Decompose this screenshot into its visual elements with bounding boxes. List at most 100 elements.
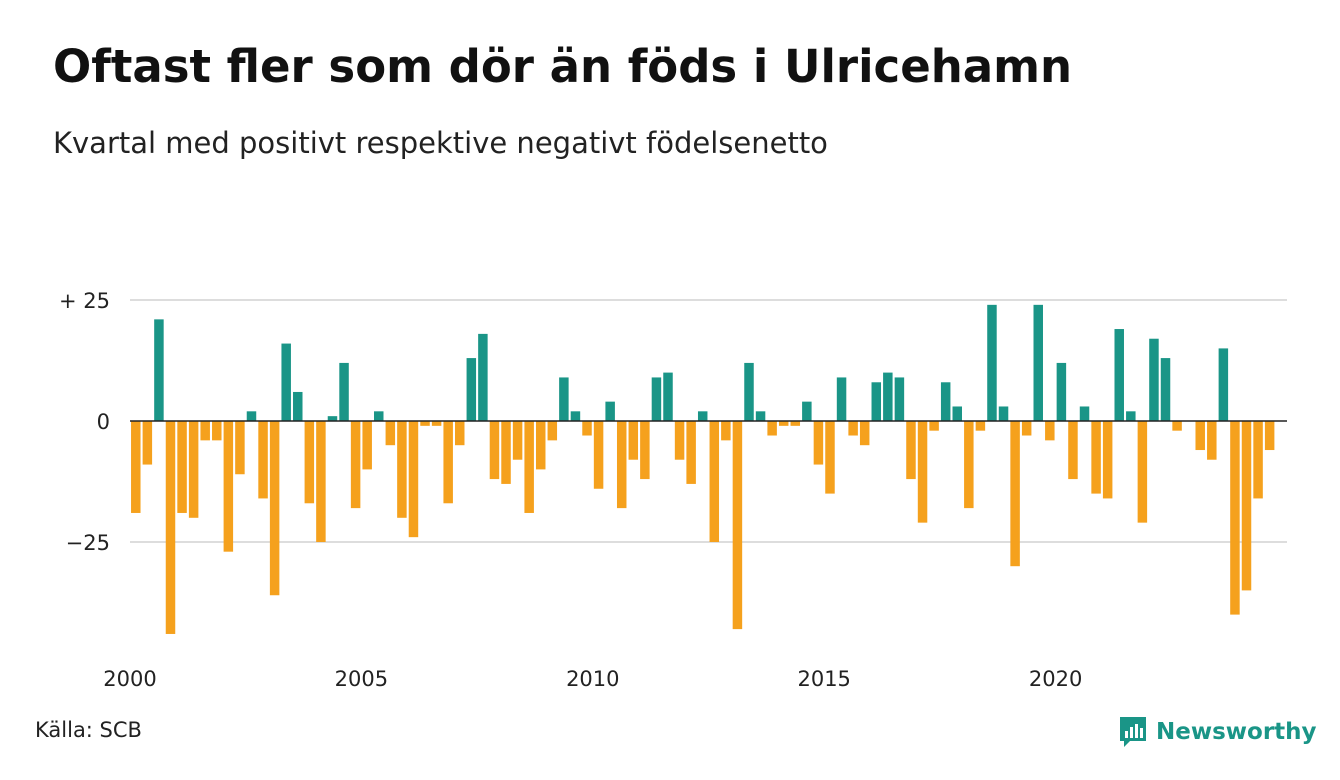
bar — [420, 421, 430, 426]
bar — [859, 421, 870, 446]
bar — [1091, 421, 1101, 494]
bar — [327, 416, 338, 421]
bar — [790, 421, 801, 426]
bar — [1230, 421, 1240, 615]
bar — [778, 421, 789, 426]
bar — [802, 401, 812, 421]
bar — [1102, 421, 1113, 499]
bar — [269, 421, 280, 596]
bar — [524, 421, 534, 513]
bar — [1218, 348, 1229, 421]
bar — [1149, 338, 1159, 421]
chart-title: Oftast fler som dör än föds i Ulricehamn — [53, 40, 1073, 93]
bar — [697, 411, 708, 421]
bar — [975, 421, 986, 431]
bar — [871, 382, 882, 421]
bar — [1160, 358, 1171, 421]
bar — [165, 421, 176, 634]
bar — [1195, 421, 1205, 451]
bar — [952, 406, 962, 421]
bar — [605, 401, 615, 421]
bar — [1207, 421, 1217, 460]
bar — [1241, 421, 1252, 591]
bar — [836, 377, 847, 421]
bar — [466, 358, 477, 421]
bar — [223, 421, 234, 552]
y-tick-label: + 25 — [59, 289, 110, 313]
bar — [767, 421, 777, 436]
bar — [281, 343, 291, 421]
bar — [663, 372, 673, 421]
bar — [929, 421, 939, 431]
bar — [316, 421, 326, 542]
bar — [293, 391, 303, 421]
bar — [998, 406, 1009, 421]
y-tick-label: −25 — [66, 531, 110, 555]
bar — [304, 421, 315, 504]
bar — [1068, 421, 1078, 480]
bar — [582, 421, 592, 436]
bar — [1045, 421, 1055, 441]
bar — [212, 421, 222, 441]
bar — [686, 421, 696, 484]
bar — [142, 421, 153, 465]
bar — [200, 421, 210, 441]
bar — [917, 421, 928, 523]
bar — [1010, 421, 1020, 567]
bar — [154, 319, 164, 421]
bar — [177, 421, 187, 513]
bar — [547, 421, 558, 441]
source-note: Källa: SCB — [35, 718, 142, 742]
bar — [1253, 421, 1263, 499]
bar — [443, 421, 453, 504]
brand-logo[interactable]: Newsworthy — [1118, 712, 1317, 752]
bar — [964, 421, 974, 509]
bar — [374, 411, 384, 421]
bar — [1079, 406, 1090, 421]
bar — [258, 421, 268, 499]
bar — [1056, 362, 1067, 421]
bar — [1126, 411, 1136, 421]
x-tick-label: 2000 — [103, 667, 156, 691]
bar — [131, 421, 141, 513]
bar — [570, 411, 581, 421]
bar — [616, 421, 627, 509]
bar — [940, 382, 951, 421]
bar — [478, 333, 488, 421]
bar — [431, 421, 442, 426]
bar — [1264, 421, 1275, 451]
bar — [894, 377, 905, 421]
bar — [593, 421, 604, 489]
bar — [339, 362, 349, 421]
bar — [987, 304, 997, 421]
bar — [1137, 421, 1148, 523]
bar — [535, 421, 546, 470]
x-tick-label: 2010 — [566, 667, 619, 691]
bar — [1021, 421, 1032, 436]
bar — [512, 421, 523, 460]
bar — [825, 421, 835, 494]
bar — [362, 421, 372, 470]
bar — [674, 421, 685, 460]
bar — [1033, 304, 1043, 421]
x-tick-label: 2015 — [797, 667, 850, 691]
bar — [709, 421, 720, 542]
bar — [1114, 329, 1124, 421]
bar — [397, 421, 407, 518]
bar — [455, 421, 465, 446]
bar — [732, 421, 743, 630]
bar — [640, 421, 650, 480]
bar — [813, 421, 824, 465]
chart-subtitle: Kvartal med positivt respektive negativt… — [53, 126, 828, 160]
bar — [755, 411, 766, 421]
bar — [721, 421, 731, 441]
bar — [651, 377, 662, 421]
bar — [883, 372, 893, 421]
bar — [235, 421, 245, 475]
bar — [350, 421, 361, 509]
brand-name: Newsworthy — [1156, 719, 1317, 745]
newsworthy-icon — [1120, 717, 1146, 747]
x-tick-label: 2005 — [335, 667, 388, 691]
bar — [1172, 421, 1182, 431]
